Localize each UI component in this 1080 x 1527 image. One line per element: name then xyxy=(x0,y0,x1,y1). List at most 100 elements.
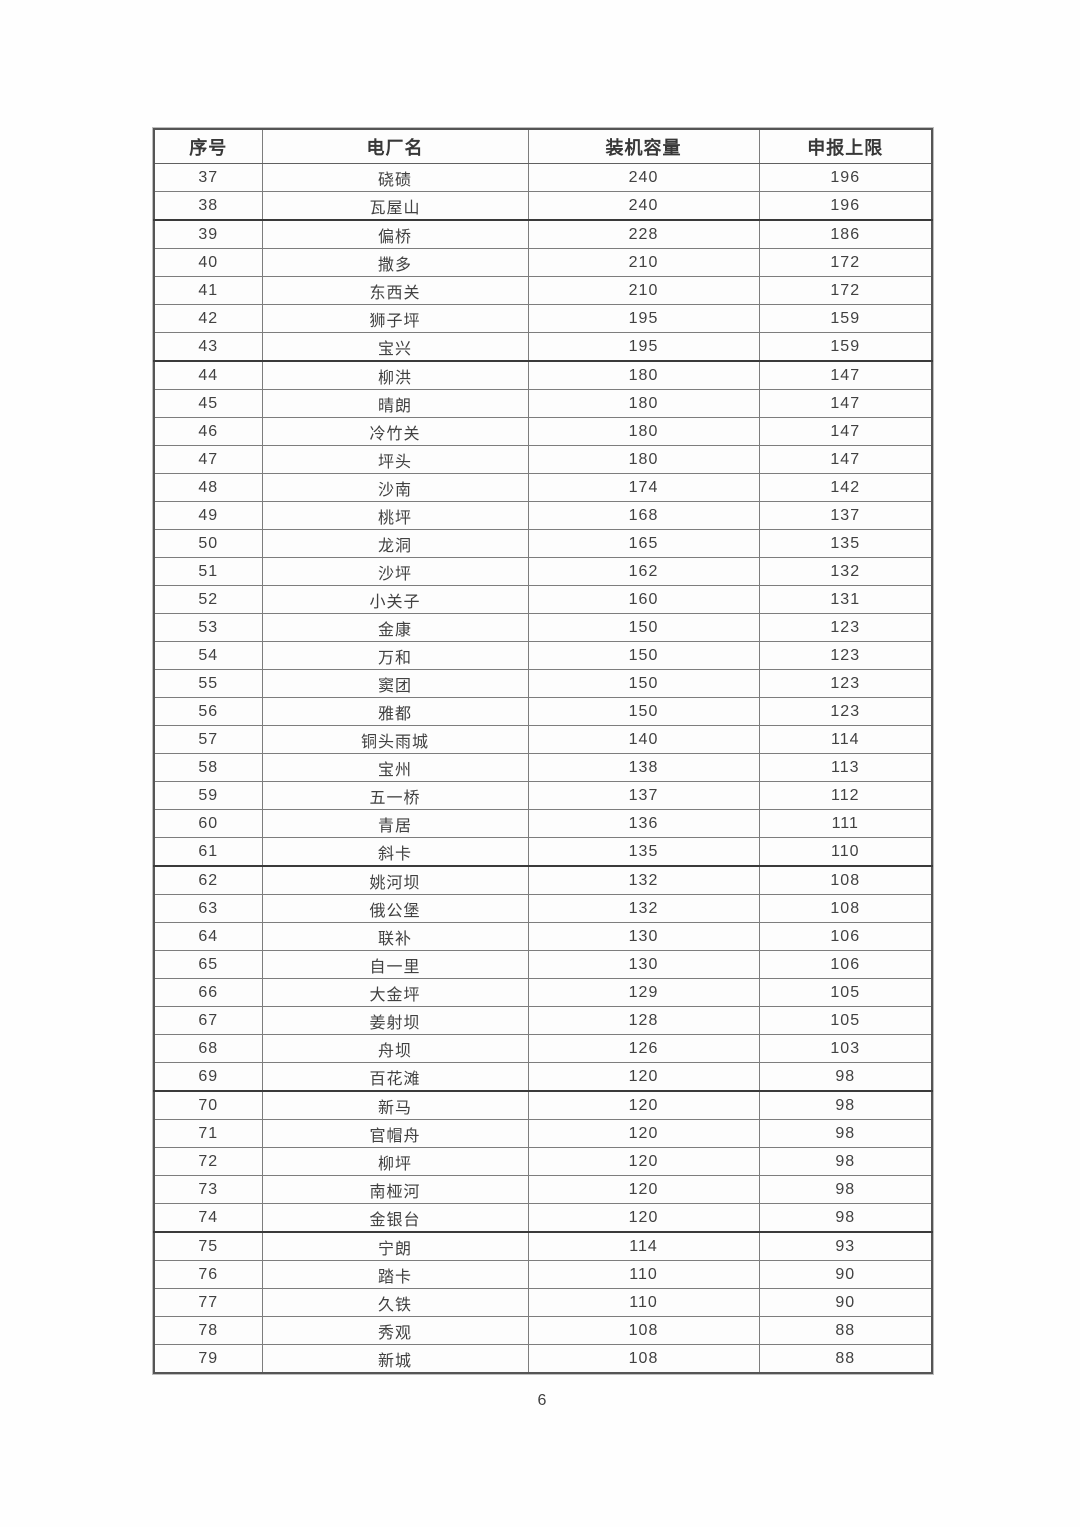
table-row: 42 狮子坪 195 159 xyxy=(153,304,933,333)
cell-capacity: 195 xyxy=(527,332,760,362)
cell-index: 37 xyxy=(153,163,263,192)
cell-limit: 111 xyxy=(758,809,933,838)
cell-capacity: 168 xyxy=(527,501,760,530)
cell-plant-name: 新马 xyxy=(261,1090,529,1120)
table-row: 50 龙洞 165 135 xyxy=(153,529,933,558)
cell-index: 64 xyxy=(153,922,263,951)
cell-index: 45 xyxy=(153,389,263,418)
cell-capacity: 210 xyxy=(527,248,760,277)
cell-index: 46 xyxy=(153,417,263,446)
cell-limit: 113 xyxy=(758,753,933,782)
cell-plant-name: 桃坪 xyxy=(261,501,529,530)
cell-capacity: 126 xyxy=(527,1034,760,1063)
table-row: 54 万和 150 123 xyxy=(153,641,933,670)
table-row: 70 新马 120 98 xyxy=(153,1090,933,1120)
table-row: 58 宝州 138 113 xyxy=(153,753,933,782)
cell-limit: 196 xyxy=(758,163,933,192)
cell-index: 38 xyxy=(153,191,263,221)
col-header-limit: 申报上限 xyxy=(758,128,933,164)
cell-index: 70 xyxy=(153,1090,263,1120)
table-header-row: 序号 电厂名 装机容量 申报上限 xyxy=(153,128,933,164)
cell-limit: 172 xyxy=(758,276,933,305)
cell-plant-name: 金康 xyxy=(261,613,529,642)
cell-limit: 112 xyxy=(758,781,933,810)
cell-capacity: 114 xyxy=(527,1231,760,1261)
table-row: 53 金康 150 123 xyxy=(153,613,933,642)
cell-index: 56 xyxy=(153,697,263,726)
table-row: 57 铜头雨城 140 114 xyxy=(153,725,933,754)
cell-index: 49 xyxy=(153,501,263,530)
cell-capacity: 150 xyxy=(527,669,760,698)
cell-index: 57 xyxy=(153,725,263,754)
table-row: 74 金银台 120 98 xyxy=(153,1203,933,1233)
cell-limit: 88 xyxy=(758,1344,933,1374)
cell-limit: 123 xyxy=(758,613,933,642)
table-row: 79 新城 108 88 xyxy=(153,1344,933,1374)
cell-plant-name: 久铁 xyxy=(261,1288,529,1317)
cell-plant-name: 金银台 xyxy=(261,1203,529,1233)
cell-limit: 147 xyxy=(758,417,933,446)
table-row: 64 联补 130 106 xyxy=(153,922,933,951)
cell-index: 43 xyxy=(153,332,263,362)
cell-index: 58 xyxy=(153,753,263,782)
table-row: 52 小关子 160 131 xyxy=(153,585,933,614)
table-row: 41 东西关 210 172 xyxy=(153,276,933,305)
cell-limit: 105 xyxy=(758,978,933,1007)
cell-index: 74 xyxy=(153,1203,263,1233)
table-row: 37 硗碛 240 196 xyxy=(153,163,933,192)
cell-capacity: 128 xyxy=(527,1006,760,1035)
table-row: 59 五一桥 137 112 xyxy=(153,781,933,810)
cell-index: 40 xyxy=(153,248,263,277)
cell-capacity: 120 xyxy=(527,1119,760,1148)
cell-capacity: 136 xyxy=(527,809,760,838)
cell-limit: 172 xyxy=(758,248,933,277)
cell-plant-name: 官帽舟 xyxy=(261,1119,529,1148)
cell-index: 69 xyxy=(153,1062,263,1092)
table-row: 77 久铁 110 90 xyxy=(153,1288,933,1317)
cell-index: 68 xyxy=(153,1034,263,1063)
cell-plant-name: 万和 xyxy=(261,641,529,670)
cell-limit: 106 xyxy=(758,950,933,979)
cell-index: 42 xyxy=(153,304,263,333)
cell-index: 54 xyxy=(153,641,263,670)
cell-capacity: 120 xyxy=(527,1147,760,1176)
cell-capacity: 120 xyxy=(527,1175,760,1204)
cell-plant-name: 联补 xyxy=(261,922,529,951)
table-row: 72 柳坪 120 98 xyxy=(153,1147,933,1176)
cell-plant-name: 铜头雨城 xyxy=(261,725,529,754)
table-row: 71 官帽舟 120 98 xyxy=(153,1119,933,1148)
cell-plant-name: 偏桥 xyxy=(261,219,529,249)
cell-limit: 147 xyxy=(758,389,933,418)
cell-limit: 123 xyxy=(758,641,933,670)
cell-plant-name: 自一里 xyxy=(261,950,529,979)
table-row: 39 偏桥 228 186 xyxy=(153,219,933,249)
cell-plant-name: 百花滩 xyxy=(261,1062,529,1092)
table-row: 49 桃坪 168 137 xyxy=(153,501,933,530)
cell-limit: 132 xyxy=(758,557,933,586)
cell-plant-name: 姜射坝 xyxy=(261,1006,529,1035)
cell-limit: 137 xyxy=(758,501,933,530)
cell-index: 50 xyxy=(153,529,263,558)
table-row: 51 沙坪 162 132 xyxy=(153,557,933,586)
cell-limit: 90 xyxy=(758,1288,933,1317)
cell-index: 60 xyxy=(153,809,263,838)
cell-plant-name: 柳坪 xyxy=(261,1147,529,1176)
cell-capacity: 108 xyxy=(527,1344,760,1374)
cell-plant-name: 撒多 xyxy=(261,248,529,277)
cell-plant-name: 踏卡 xyxy=(261,1260,529,1289)
cell-plant-name: 瓦屋山 xyxy=(261,191,529,221)
page-number: 6 xyxy=(537,1392,547,1409)
cell-capacity: 138 xyxy=(527,753,760,782)
cell-index: 76 xyxy=(153,1260,263,1289)
cell-plant-name: 秀观 xyxy=(261,1316,529,1345)
cell-index: 75 xyxy=(153,1231,263,1261)
table-row: 66 大金坪 129 105 xyxy=(153,978,933,1007)
col-header-index: 序号 xyxy=(153,128,263,164)
table-row: 47 坪头 180 147 xyxy=(153,445,933,474)
cell-capacity: 195 xyxy=(527,304,760,333)
cell-capacity: 130 xyxy=(527,922,760,951)
cell-capacity: 137 xyxy=(527,781,760,810)
cell-capacity: 240 xyxy=(527,191,760,221)
cell-limit: 196 xyxy=(758,191,933,221)
